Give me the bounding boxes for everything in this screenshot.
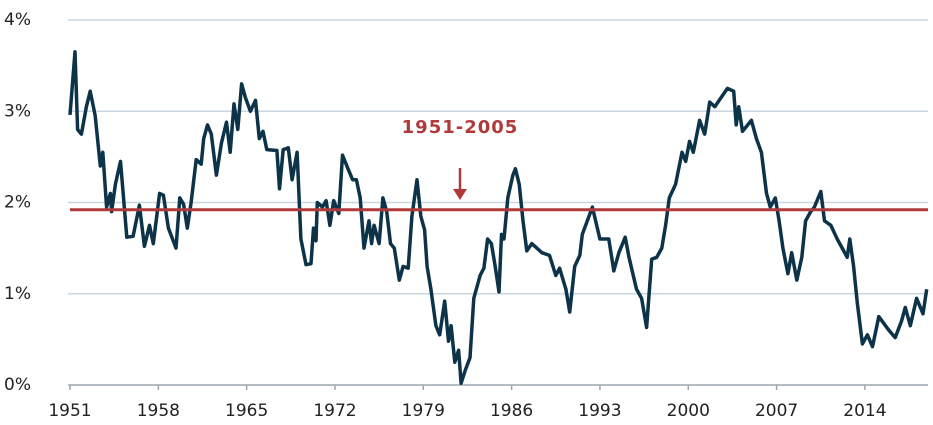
annotation: 1951-2005 [402,117,519,138]
x-tick-label: 1958 [137,401,180,421]
y-tick-label: 3% [4,101,31,121]
data-line [68,50,929,385]
y-tick-label: 1% [4,284,31,304]
x-tick-label: 1986 [490,401,533,421]
x-tick-label: 1979 [402,401,445,421]
y-tick-label: 0% [4,375,31,395]
x-tick-label: 2000 [667,401,710,421]
x-tick-label: 2014 [843,401,886,421]
x-tick-label: 1993 [578,401,621,421]
x-tick-label: 2007 [755,401,798,421]
x-tick-label: 1965 [225,401,268,421]
annotation-arrowhead [453,189,467,200]
y-tick-label: 2% [4,193,31,213]
x-tick-label: 1951 [48,401,91,421]
y-tick-label: 4% [4,10,31,30]
x-tick-label: 1972 [313,401,356,421]
